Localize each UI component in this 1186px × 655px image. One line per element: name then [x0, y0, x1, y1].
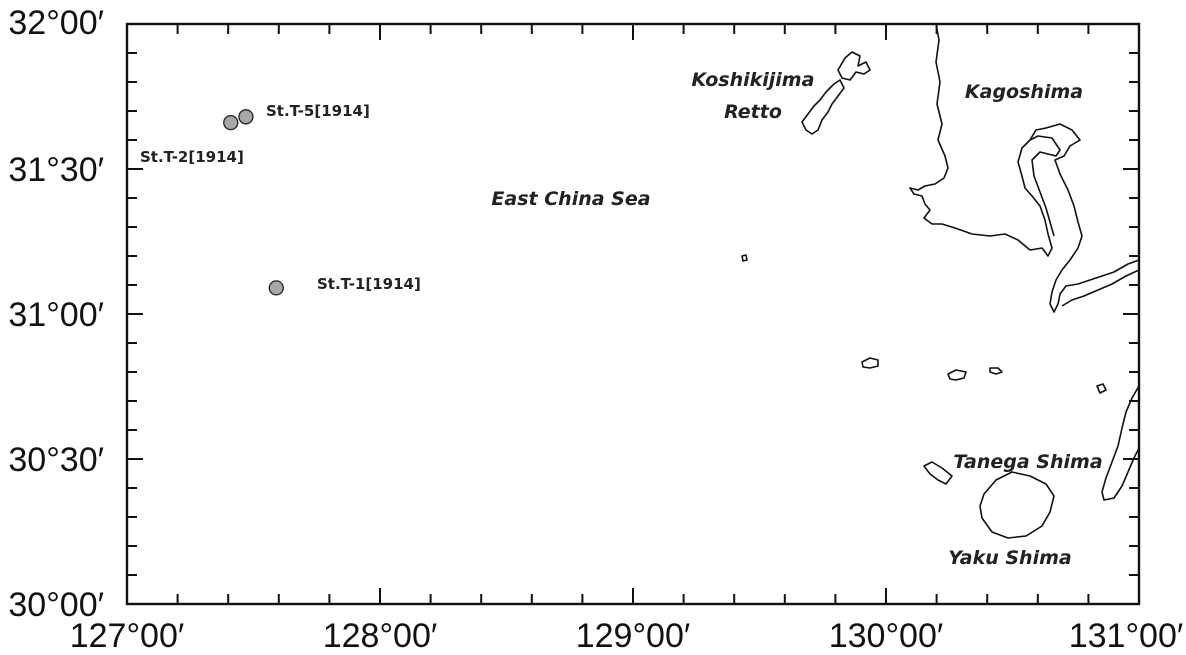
osumi-coastline	[1061, 269, 1139, 307]
station-label-st-t-5: St.T-5[1914]	[266, 102, 370, 120]
station-marker-st-t-1	[268, 280, 284, 296]
island-south-1	[861, 357, 879, 369]
tanega-shima-label: Tanega Shima	[953, 451, 1102, 473]
kagoshima-bay-shore	[1029, 135, 1061, 237]
island-south-3	[989, 367, 1003, 375]
island-southwest	[923, 461, 953, 485]
retto-label: Retto	[724, 101, 782, 123]
lon-tick-label-131: 131°00′	[1069, 617, 1184, 655]
lat-tick-label-30: 30°00′	[8, 586, 104, 624]
map-ticks	[126, 23, 1140, 605]
tanegashima-coastline	[1101, 385, 1139, 501]
koshikijima-island-a	[837, 51, 871, 81]
longitude-axis-labels: 127°00′ 128°00′ 129°00′ 130°00′ 131°00′	[70, 617, 1184, 655]
island-south-4	[1096, 383, 1107, 394]
station-label-st-t-1: St.T-1[1914]	[317, 275, 421, 293]
station-label-st-t-2: St.T-2[1914]	[140, 148, 244, 166]
lat-tick-label-32: 32°00′	[8, 4, 104, 42]
stations: St.T-5[1914] St.T-2[1914] St.T-1[1914]	[140, 102, 421, 296]
east-china-sea-label: East China Sea	[491, 188, 650, 210]
islet	[741, 254, 748, 262]
lon-tick-label-130: 130°00′	[829, 617, 944, 655]
lat-tick-label-3130: 31°30′	[8, 151, 104, 189]
yaku-shima-label: Yaku Shima	[948, 547, 1071, 569]
lat-tick-label-31: 31°00′	[8, 296, 104, 334]
lon-tick-label-128: 128°00′	[323, 617, 438, 655]
lon-tick-label-127: 127°00′	[70, 617, 185, 655]
kagoshima-label: Kagoshima	[965, 81, 1083, 103]
kyushu-coastline	[909, 24, 1139, 313]
island-south-2	[947, 369, 967, 381]
station-marker-st-t-2	[223, 114, 239, 131]
yakushima-coastline	[979, 471, 1055, 539]
lat-tick-label-3030: 30°30′	[8, 441, 104, 479]
lon-tick-label-129: 129°00′	[576, 617, 691, 655]
latitude-axis-labels: 32°00′ 31°30′ 31°00′ 30°30′ 30°00′	[8, 4, 104, 624]
koshikijima-island-b	[801, 79, 845, 135]
station-marker-st-t-5	[238, 109, 254, 125]
place-labels: Koshikijima Retto Kagoshima East China S…	[491, 69, 1102, 569]
coastlines	[741, 24, 1139, 539]
koshikijima-label: Koshikijima	[692, 69, 815, 91]
